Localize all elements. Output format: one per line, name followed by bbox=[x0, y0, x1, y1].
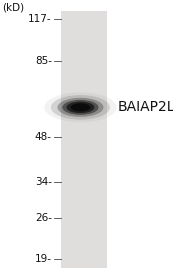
Ellipse shape bbox=[51, 95, 110, 120]
Ellipse shape bbox=[44, 92, 117, 122]
Text: 48-: 48- bbox=[35, 132, 52, 142]
Text: 34-: 34- bbox=[35, 177, 52, 188]
Text: (kD): (kD) bbox=[2, 3, 24, 13]
Ellipse shape bbox=[71, 103, 90, 111]
Ellipse shape bbox=[66, 102, 94, 113]
Bar bbox=[61, 11, 107, 268]
Text: 26-: 26- bbox=[35, 213, 52, 223]
Text: 85-: 85- bbox=[35, 56, 52, 66]
Text: 117-: 117- bbox=[28, 14, 52, 24]
Text: 19-: 19- bbox=[35, 254, 52, 264]
Ellipse shape bbox=[62, 100, 99, 115]
Text: BAIAP2L2: BAIAP2L2 bbox=[118, 100, 173, 114]
Ellipse shape bbox=[57, 98, 103, 117]
